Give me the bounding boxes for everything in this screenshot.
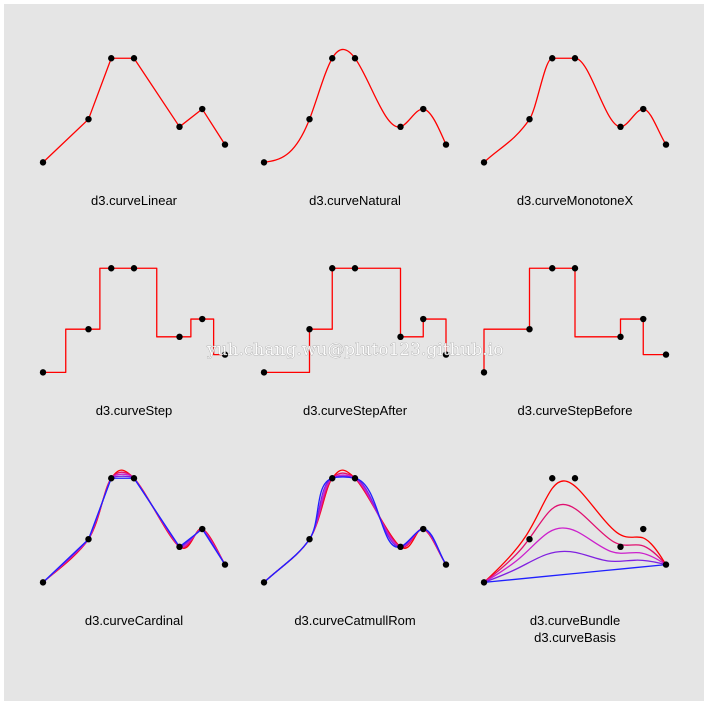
curveCardinal-point-6 bbox=[221, 561, 229, 568]
curveLinear-point-3 bbox=[130, 55, 138, 62]
curveStepBefore-curve bbox=[483, 267, 666, 373]
panels-layer: d3.curveLinear d3.curveNatural d3.curveMon… bbox=[39, 48, 670, 645]
curveBundle-curve-0 bbox=[483, 480, 667, 583]
curveCatmullRom-label: d3.curveCatmullRom bbox=[294, 613, 415, 628]
curveMonotoneX-point-6 bbox=[662, 141, 670, 148]
curveBundle-point-1 bbox=[526, 536, 533, 543]
curveStep-point-6 bbox=[221, 351, 229, 358]
curveStepAfter-point-2 bbox=[329, 265, 336, 272]
curveStepBefore-label: d3.curveStepBefore bbox=[518, 403, 633, 418]
curveStepAfter-point-5 bbox=[420, 315, 427, 323]
curveMonotoneX-point-0 bbox=[480, 159, 488, 166]
curveCatmullRom-point-1 bbox=[306, 536, 313, 543]
curveNatural-label: d3.curveNatural bbox=[309, 193, 401, 208]
curveCatmullRom-point-4 bbox=[397, 543, 404, 551]
curveStep-point-2 bbox=[108, 265, 115, 272]
curveStepBefore-point-4 bbox=[617, 333, 624, 341]
curveCardinal-label: d3.curveCardinal bbox=[85, 613, 183, 628]
curveCardinal-point-5 bbox=[199, 525, 206, 533]
curveBundle-point-2 bbox=[549, 475, 556, 482]
curveBundle-point-5 bbox=[640, 525, 647, 533]
curveBundle-point-4 bbox=[617, 543, 624, 551]
panel-curveLinear: d3.curveLinear bbox=[39, 55, 229, 208]
curveCatmullRom-point-6 bbox=[442, 561, 450, 568]
panel-curveBundle: d3.curveBundle d3.curveBasis bbox=[480, 475, 670, 645]
curveCardinal-point-4 bbox=[176, 543, 183, 551]
watermark: yuh.chang.wu@pluto123.github.io bbox=[206, 340, 503, 360]
curveStepAfter-point-6 bbox=[442, 351, 450, 358]
curveStepAfter-curve bbox=[264, 267, 447, 374]
curveStepBefore-point-2 bbox=[549, 265, 556, 272]
curveBundle-point-0 bbox=[480, 579, 488, 586]
curveStepBefore-point-3 bbox=[571, 265, 579, 272]
curveCatmullRom-point-3 bbox=[351, 475, 359, 482]
curveNatural-point-4 bbox=[397, 123, 404, 131]
curveBundle-curve-1 bbox=[483, 503, 667, 583]
curveNatural-point-6 bbox=[442, 141, 450, 148]
curveLinear-point-0 bbox=[39, 159, 47, 166]
curveStep-point-0 bbox=[39, 369, 47, 376]
curveBundle-point-6 bbox=[662, 561, 670, 568]
curveLinear-point-5 bbox=[199, 105, 206, 113]
curveCatmullRom-point-5 bbox=[420, 525, 427, 533]
curveBundle-label: d3.curveBundle bbox=[530, 613, 620, 628]
panel-curveStepBefore: d3.curveStepBefore bbox=[480, 265, 670, 418]
curveStep-point-5 bbox=[199, 315, 206, 323]
curveLinear-point-1 bbox=[85, 116, 92, 123]
curveNatural-point-1 bbox=[306, 116, 313, 123]
panel-curveMonotoneX: d3.curveMonotoneX bbox=[480, 55, 670, 208]
curveMonotoneX-point-4 bbox=[617, 123, 624, 131]
curveMonotoneX-point-1 bbox=[526, 116, 533, 123]
curveStepBefore-point-0 bbox=[480, 369, 488, 376]
panel-curveCardinal: d3.curveCardinal bbox=[39, 469, 229, 628]
curveBundle-curve-3 bbox=[483, 550, 667, 583]
curveCardinal-point-1 bbox=[85, 536, 92, 543]
curveBundle-point-3 bbox=[571, 475, 579, 482]
curveBundle-curve-4 bbox=[483, 563, 667, 584]
curveCatmullRom-point-0 bbox=[260, 579, 268, 586]
curveStepBefore-point-5 bbox=[640, 315, 647, 323]
curveLinear-point-6 bbox=[221, 141, 229, 148]
panel-curveCatmullRom: d3.curveCatmullRom bbox=[260, 469, 450, 628]
gallery-background bbox=[4, 4, 704, 701]
curveMonotoneX-point-3 bbox=[571, 55, 579, 62]
curveCardinal-point-3 bbox=[130, 475, 138, 482]
curveBundle-label-secondary: d3.curveBasis bbox=[534, 630, 616, 645]
curveStepAfter-label: d3.curveStepAfter bbox=[303, 403, 408, 418]
curveNatural-point-0 bbox=[260, 159, 268, 166]
panel-curveStep: d3.curveStep bbox=[39, 265, 229, 418]
curveStep-label: d3.curveStep bbox=[96, 403, 173, 418]
curveBundle-curve-2 bbox=[483, 527, 667, 583]
curveNatural-point-5 bbox=[420, 105, 427, 113]
curveStepAfter-point-3 bbox=[351, 265, 359, 272]
curveStepAfter-point-1 bbox=[306, 326, 313, 333]
curveNatural-point-3 bbox=[351, 55, 359, 62]
curveCardinal-point-0 bbox=[39, 579, 47, 586]
curveLinear-label: d3.curveLinear bbox=[91, 193, 178, 208]
curveStepAfter-point-0 bbox=[260, 369, 268, 376]
curveNatural-point-2 bbox=[329, 55, 336, 62]
curveStepBefore-point-6 bbox=[662, 351, 670, 358]
panel-curveNatural: d3.curveNatural bbox=[260, 48, 450, 208]
panel-curveStepAfter: d3.curveStepAfter bbox=[260, 265, 450, 418]
curveMonotoneX-point-5 bbox=[640, 105, 647, 113]
curveStep-point-4 bbox=[176, 333, 183, 341]
curveStep-point-1 bbox=[85, 326, 92, 333]
curveStepBefore-point-1 bbox=[526, 326, 533, 333]
curveCatmullRom-point-2 bbox=[329, 475, 336, 482]
curveCardinal-point-2 bbox=[108, 475, 115, 482]
curveStep-point-3 bbox=[130, 265, 138, 272]
curveStepAfter-point-4 bbox=[397, 333, 404, 341]
curveMonotoneX-point-2 bbox=[549, 55, 556, 62]
curveLinear-point-2 bbox=[108, 55, 115, 62]
curveMonotoneX-label: d3.curveMonotoneX bbox=[517, 193, 634, 208]
curveLinear-point-4 bbox=[176, 123, 183, 131]
